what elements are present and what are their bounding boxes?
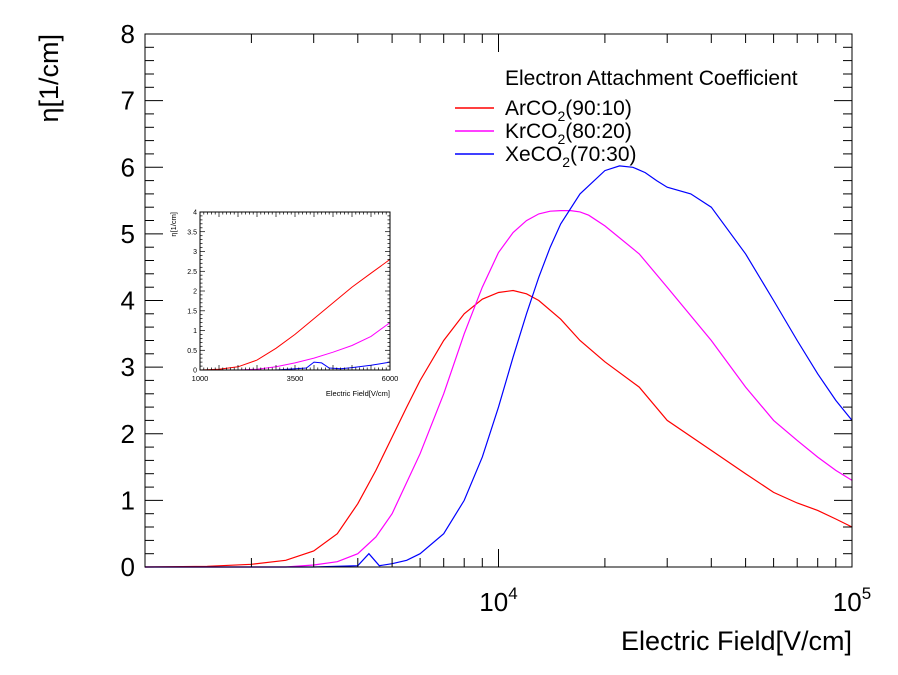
y-tick-label: 8 (121, 19, 135, 49)
main-y-axis-label: η[1/cm] (34, 34, 64, 123)
y-tick-label: 3 (121, 352, 135, 382)
legend-entry-krco2: KrCO2(80:20) (505, 120, 632, 147)
inset-axis-ticks (199, 211, 391, 371)
legend-entry-xeco2: XeCO2(70:30) (505, 143, 637, 170)
legend: Electron Attachment Coefficient ArCO2(90… (455, 67, 798, 170)
main-x-axis-label: Electric Field[V/cm] (621, 626, 852, 656)
inset-y-tick-label: 0.5 (187, 348, 197, 355)
inset-y-tick-label: 3.5 (187, 229, 197, 236)
inset-x-tick-label: 3500 (287, 374, 304, 383)
y-tick-label: 1 (121, 485, 135, 515)
inset-y-tick-label: 1 (193, 328, 197, 335)
inset-y-axis-label: η[1/cm] (169, 212, 178, 237)
inset-x-tick-label: 6000 (382, 374, 399, 383)
y-tick-label: 7 (121, 86, 135, 116)
series-line-xeco2-70-30 (145, 165, 853, 568)
inset-x-axis-label: Electric Field[V/cm] (326, 389, 390, 398)
inset-y-tick-label: 1.5 (187, 308, 197, 315)
x-tick-label: 105 (833, 584, 871, 617)
inset-y-tick-label: 0 (193, 368, 197, 375)
main-x-tick-labels: 104 105 (479, 584, 871, 617)
main-series-lines (144, 165, 853, 568)
inset-y-tick-label: 4 (193, 210, 197, 217)
inset-series-line-arco2-90-10 (199, 258, 391, 371)
inset-y-tick-label: 3 (193, 249, 197, 256)
y-tick-label: 0 (121, 552, 135, 582)
legend-entry-arco2: ArCO2(90:10) (505, 97, 632, 124)
y-tick-label: 6 (121, 152, 135, 182)
inset-background (200, 212, 390, 370)
series-line-arco2-90-10 (144, 289, 853, 568)
y-tick-label: 4 (121, 286, 135, 316)
main-axis-ticks (144, 33, 853, 568)
inset-y-tick-label: 2 (193, 289, 197, 296)
inset-x-tick-labels: 1000 3500 6000 (192, 374, 399, 383)
y-tick-label: 2 (121, 419, 135, 449)
legend-title: Electron Attachment Coefficient (505, 67, 798, 90)
x-tick-label: 104 (479, 584, 517, 617)
main-y-tick-labels: 0 1 2 3 4 5 6 7 8 (121, 19, 135, 582)
inset-plot: 0 0.5 1 1.5 2 2.5 3 3.5 4 1000 3500 6000 Electric … (169, 210, 398, 399)
y-tick-label: 5 (121, 219, 135, 249)
inset-x-tick-label: 1000 (192, 374, 209, 383)
inset-y-tick-label: 2.5 (187, 269, 197, 276)
inset-y-tick-labels: 0 0.5 1 1.5 2 2.5 3 3.5 4 (187, 210, 197, 375)
series-line-krco2-80-20 (145, 210, 853, 568)
